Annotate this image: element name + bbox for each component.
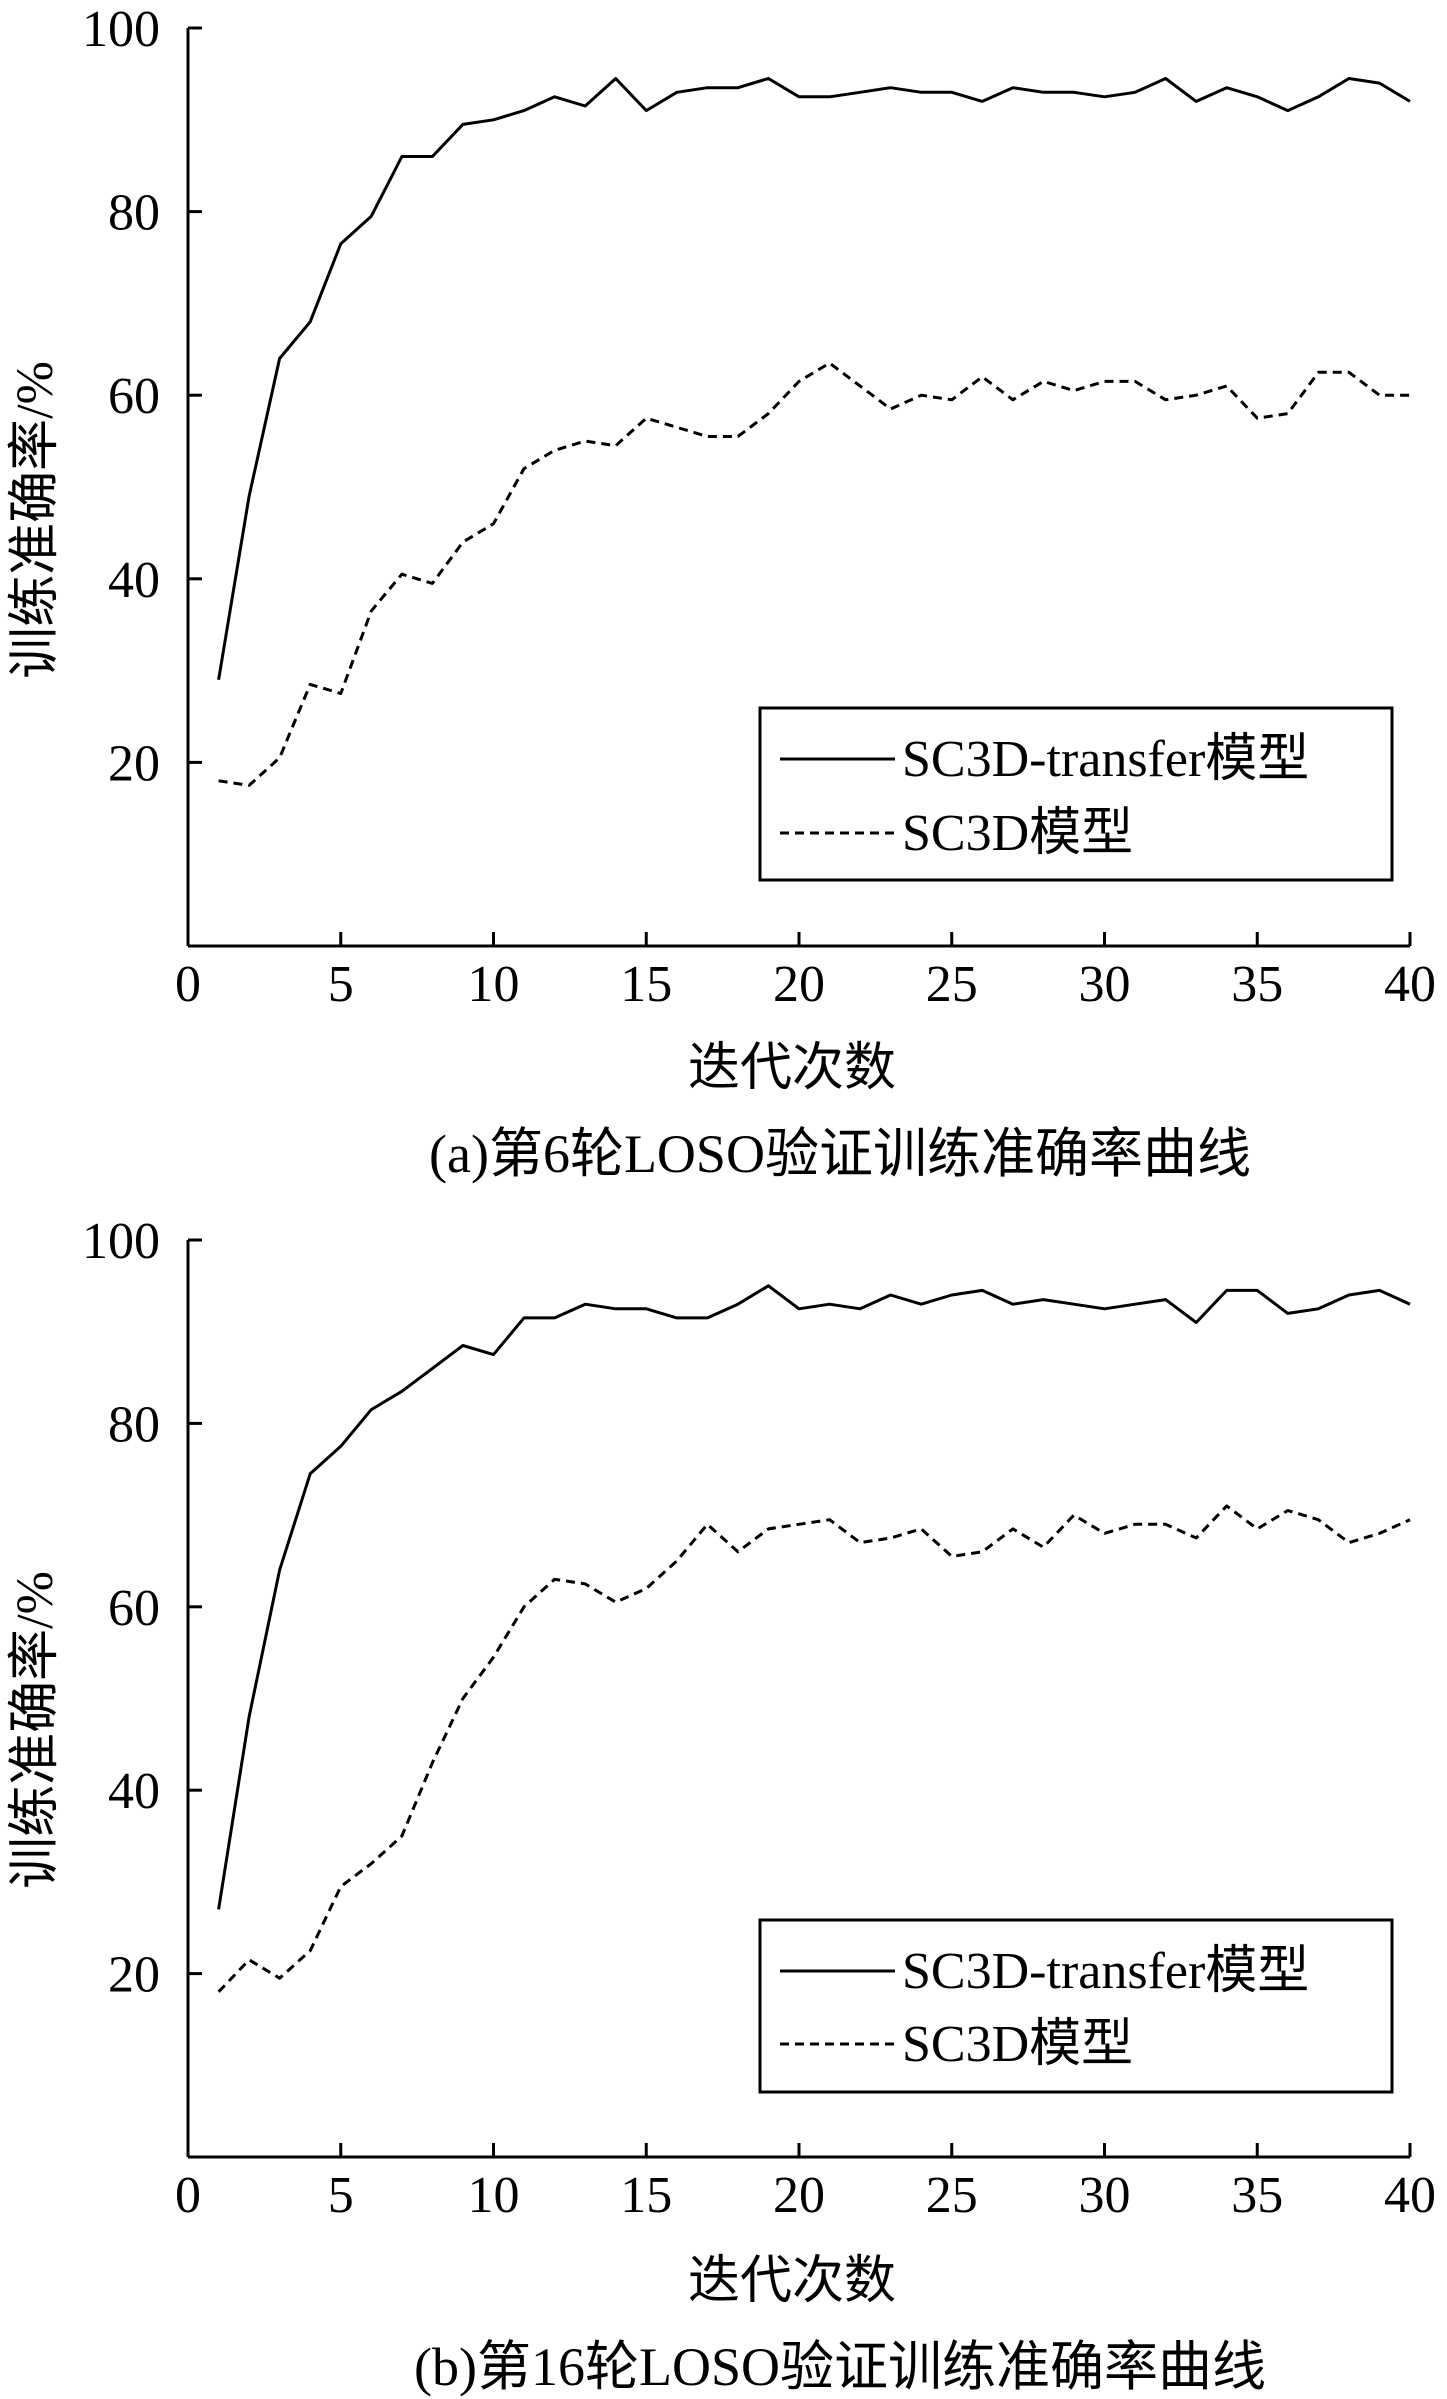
series-line-transfer	[217, 1284, 1411, 1910]
series-line-sc3d	[217, 1504, 1411, 1993]
y-tick-label: 60	[108, 1580, 160, 1637]
chart-panel-b: 0 5 10 15 20 25 30 35 40 20 40 60 80 100 SC3D-transfe…	[7, 1213, 1436, 2397]
x-tick-label: 30	[1079, 956, 1131, 1013]
x-tick-label: 10	[468, 956, 520, 1013]
legend-a: SC3D-transfer模型 SC3D模型	[758, 706, 1394, 882]
x-tick-label: 5	[328, 2167, 354, 2224]
x-tick-label: 10	[468, 2167, 520, 2224]
y-tick-label: 100	[82, 1213, 160, 1270]
y-axis-label: 训练准确率/%	[7, 361, 64, 679]
legend-b: SC3D-transfer模型 SC3D模型	[758, 1918, 1394, 2094]
legend-box	[758, 706, 1394, 882]
series-line-sc3d	[218, 361, 1410, 787]
y-tick-label: 20	[108, 735, 160, 792]
chart-caption: (b)第16轮LOSO验证训练准确率曲线	[414, 2337, 1266, 2397]
legend-box	[758, 1918, 1394, 2094]
x-tick-label: 30	[1079, 2167, 1131, 2224]
x-tick-label: 0	[175, 956, 201, 1013]
legend-label-transfer: SC3D-transfer模型	[902, 1943, 1309, 2000]
x-tick-label: 15	[620, 956, 672, 1013]
y-tick-label: 40	[108, 1763, 160, 1820]
y-tick-label: 80	[108, 185, 160, 242]
series-a	[217, 77, 1411, 787]
x-tick-label: 40	[1384, 2167, 1436, 2224]
legend-label-sc3d: SC3D模型	[902, 2016, 1133, 2073]
x-axis-label: 迭代次数	[688, 1040, 896, 1097]
x-tick-label: 20	[773, 956, 825, 1013]
y-tick-label: 40	[108, 552, 160, 609]
legend-label-transfer: SC3D-transfer模型	[902, 731, 1309, 788]
chart-panel-a: 0 5 10 15 20 25 30 35 40 20 40 60 80 100 SC3D-transfe…	[7, 1, 1436, 1184]
ticks-b: 0 5 10 15 20 25 30 35 40 20 40 60 80 100	[82, 1213, 1436, 2224]
x-tick-label: 5	[328, 956, 354, 1013]
y-axis-label: 训练准确率/%	[7, 1571, 64, 1889]
y-tick-label: 80	[108, 1396, 160, 1453]
series-line-transfer	[217, 77, 1411, 681]
x-tick-label: 20	[773, 2167, 825, 2224]
x-tick-label: 40	[1384, 956, 1436, 1013]
legend-label-sc3d: SC3D模型	[902, 805, 1133, 862]
x-tick-label: 35	[1231, 2167, 1283, 2224]
y-tick-label: 20	[108, 1947, 160, 2004]
chart-caption: (a)第6轮LOSO验证训练准确率曲线	[429, 1124, 1251, 1184]
x-tick-label: 35	[1231, 956, 1283, 1013]
x-tick-label: 0	[175, 2167, 201, 2224]
y-tick-label: 60	[108, 368, 160, 425]
x-tick-label: 25	[926, 2167, 978, 2224]
x-tick-label: 15	[620, 2167, 672, 2224]
x-tick-label: 25	[926, 956, 978, 1013]
y-tick-label: 100	[82, 1, 160, 58]
series-b	[217, 1284, 1411, 1993]
ticks-a: 0 5 10 15 20 25 30 35 40 20 40 60 80 100	[82, 1, 1436, 1013]
x-axis-label: 迭代次数	[688, 2253, 896, 2310]
